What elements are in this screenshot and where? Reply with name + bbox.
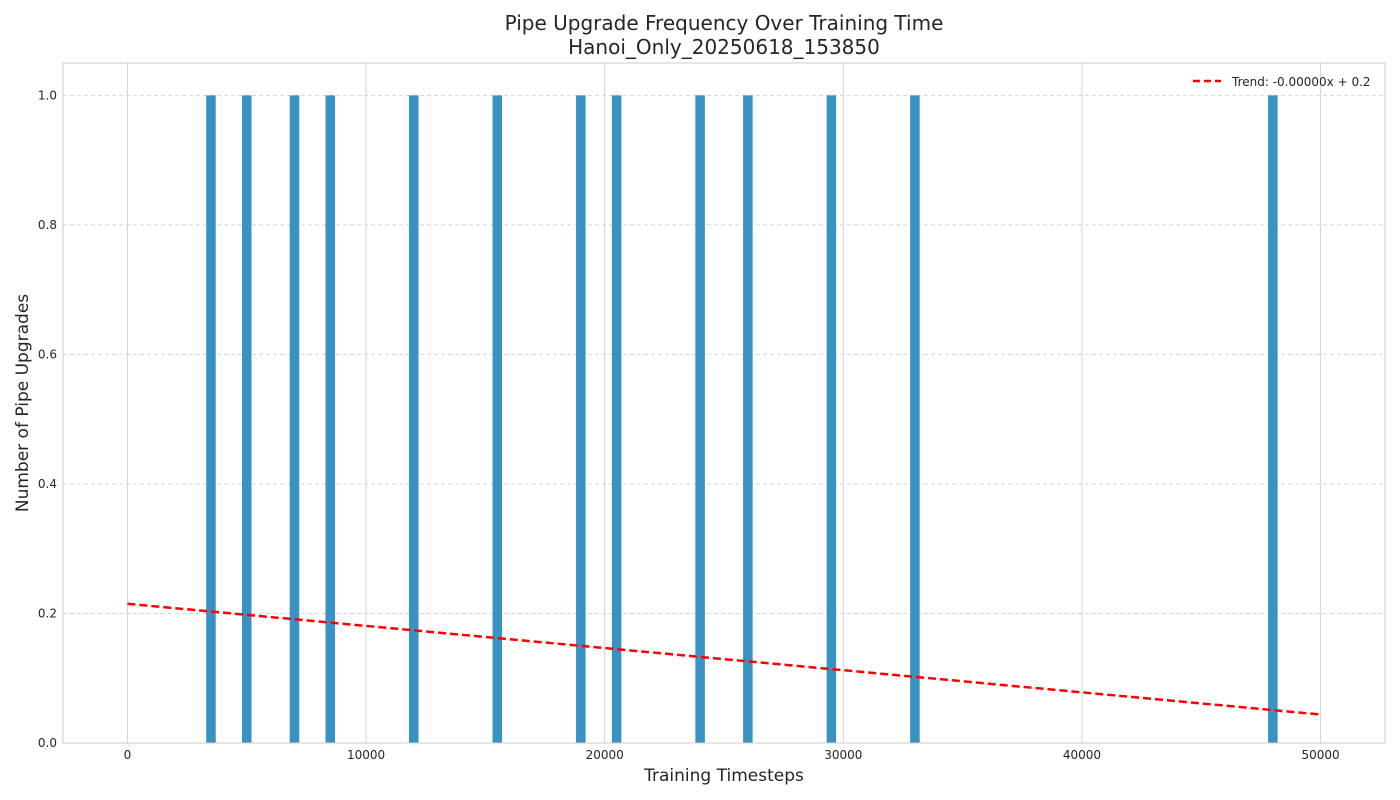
bar — [695, 95, 705, 743]
bar — [1268, 95, 1278, 743]
bar — [743, 95, 753, 743]
y-tick-label: 0.0 — [38, 736, 57, 750]
bar — [289, 95, 300, 743]
bar — [241, 95, 252, 743]
grid — [63, 63, 1385, 743]
bar — [611, 95, 622, 743]
x-tick-label: 50000 — [1301, 748, 1339, 762]
trend-line-group — [127, 602, 1321, 716]
y-tick-label: 0.2 — [38, 606, 57, 620]
y-axis-ticks: 0.0 0.2 0.4 0.6 0.8 1.0 — [38, 88, 57, 750]
bars — [206, 95, 1278, 743]
bar — [206, 95, 216, 743]
chart-subtitle: Hanoi_Only_20250618_153850 — [568, 35, 880, 59]
bar — [826, 95, 837, 743]
chart-title: Pipe Upgrade Frequency Over Training Tim… — [505, 11, 944, 35]
y-tick-label: 0.6 — [38, 347, 57, 361]
y-tick-label: 0.4 — [38, 477, 57, 491]
y-tick-label: 1.0 — [38, 88, 57, 102]
x-tick-label: 20000 — [586, 748, 624, 762]
x-tick-label: 30000 — [824, 748, 862, 762]
legend-trend-label: Trend: -0.00000x + 0.2 — [1231, 75, 1371, 89]
bar — [492, 95, 503, 743]
y-axis-title: Number of Pipe Upgrades — [13, 294, 33, 512]
x-tick-label: 40000 — [1063, 748, 1101, 762]
trend-line — [127, 602, 1321, 716]
x-axis-title: Training Timesteps — [643, 766, 804, 786]
x-tick-label: 10000 — [347, 748, 385, 762]
bar — [325, 95, 336, 743]
legend: Trend: -0.00000x + 0.2 — [1193, 75, 1371, 89]
x-axis-ticks: 0 10000 20000 30000 40000 50000 — [124, 748, 1340, 762]
plot-frame — [62, 62, 1386, 744]
y-tick-label: 0.8 — [38, 218, 57, 232]
bar — [910, 95, 920, 743]
x-tick-label: 0 — [124, 748, 132, 762]
bar — [576, 95, 586, 743]
bar — [409, 95, 419, 743]
